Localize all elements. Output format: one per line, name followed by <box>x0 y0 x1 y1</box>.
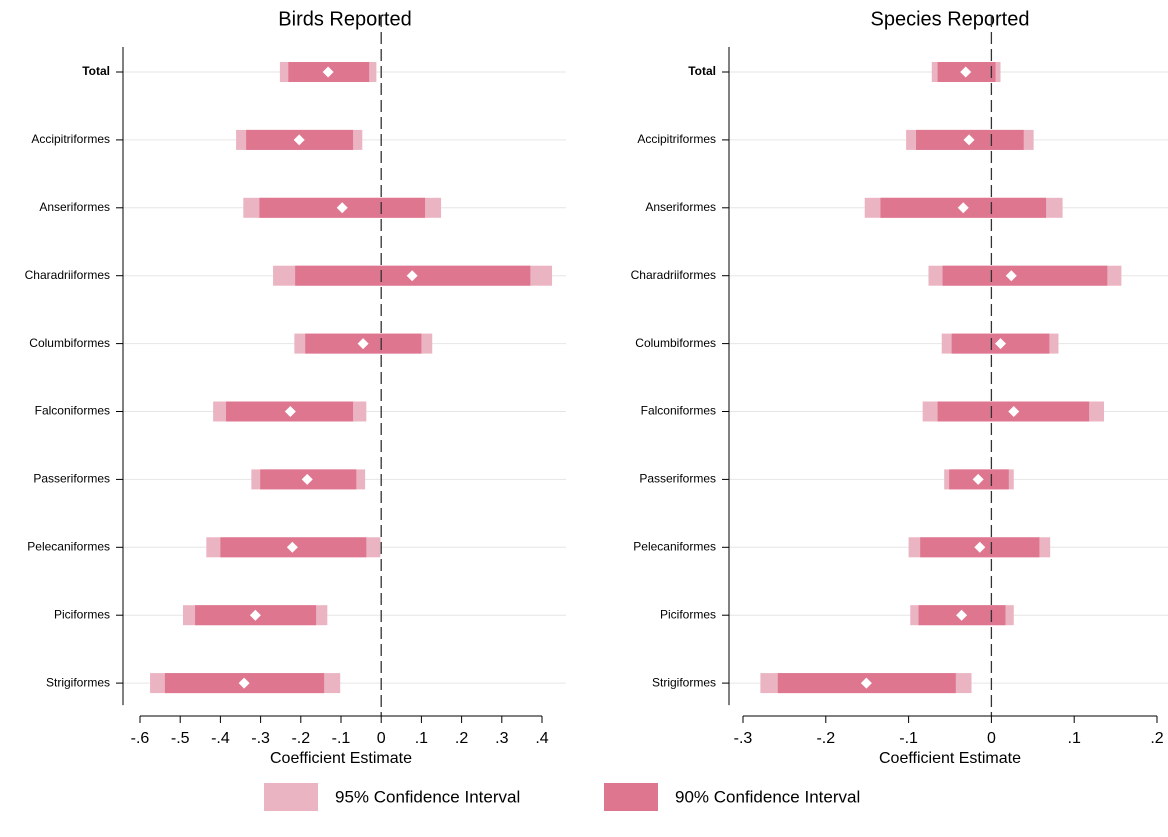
point-estimate <box>406 270 418 282</box>
legend-label: 95% Confidence Interval <box>335 787 520 806</box>
point-estimate <box>1008 406 1020 417</box>
x-tick-label: -.3 <box>251 730 270 747</box>
point-estimate <box>960 66 972 78</box>
x-tick-label: 0 <box>987 730 996 747</box>
y-tick-label: Columbiformes <box>29 336 110 350</box>
point-estimate <box>249 609 261 621</box>
y-tick-label: Anseriformes <box>645 200 716 214</box>
x-tick-label: .1 <box>415 730 428 747</box>
y-tick-label: Passeriformes <box>33 472 110 486</box>
x-tick-label: .3 <box>495 730 508 747</box>
y-tick-label: Columbiformes <box>635 336 716 350</box>
x-tick-label: .4 <box>535 730 548 747</box>
y-tick-label: Charadriiformes <box>25 268 110 282</box>
x-tick-label: .2 <box>1150 730 1163 747</box>
x-tick-label: -.1 <box>332 730 351 747</box>
x-tick-label: -.1 <box>899 730 918 747</box>
y-tick-label: Pelecaniformes <box>633 539 716 553</box>
legend-swatch <box>264 783 318 811</box>
x-axis-label: Coefficient Estimate <box>270 750 412 767</box>
y-tick-label: Strigiformes <box>46 675 110 689</box>
y-tick-label: Piciformes <box>54 607 110 621</box>
legend-label: 90% Confidence Interval <box>675 787 860 806</box>
y-tick-label: Falconiformes <box>35 404 110 418</box>
point-estimate <box>293 134 305 146</box>
y-tick-label: Anseriformes <box>39 200 110 214</box>
point-estimate <box>238 677 250 689</box>
y-tick-label: Total <box>82 64 110 78</box>
point-estimate <box>974 541 986 553</box>
point-estimate <box>284 406 296 417</box>
point-estimate <box>301 473 313 485</box>
x-tick-label: -.2 <box>816 730 835 747</box>
x-tick-label: -.2 <box>291 730 310 747</box>
point-estimate <box>357 338 369 350</box>
y-tick-label: Charadriiformes <box>631 268 716 282</box>
y-tick-label: Strigiformes <box>652 675 716 689</box>
y-tick-label: Falconiformes <box>641 404 716 418</box>
y-tick-label: Passeriformes <box>639 472 716 486</box>
chart-title: Species Reported <box>871 8 1030 30</box>
legend-swatch <box>604 783 658 811</box>
x-tick-label: -.4 <box>211 730 230 747</box>
y-tick-label: Accipitriformes <box>637 132 716 146</box>
x-tick-label: -.5 <box>171 730 190 747</box>
point-estimate <box>1005 270 1017 282</box>
point-estimate <box>995 338 1007 350</box>
point-estimate <box>336 202 348 214</box>
x-tick-label: .1 <box>1068 730 1081 747</box>
y-tick-label: Total <box>688 64 716 78</box>
point-estimate <box>286 541 298 553</box>
point-estimate <box>956 609 968 621</box>
point-estimate <box>963 134 975 146</box>
y-tick-label: Accipitriformes <box>31 132 110 146</box>
point-estimate <box>322 66 334 78</box>
x-tick-label: .2 <box>455 730 468 747</box>
point-estimate <box>972 473 984 485</box>
y-tick-label: Pelecaniformes <box>27 539 110 553</box>
x-tick-label: 0 <box>377 730 386 747</box>
point-estimate <box>860 677 872 689</box>
x-axis-label: Coefficient Estimate <box>879 750 1021 767</box>
x-tick-label: -.3 <box>734 730 753 747</box>
x-tick-label: -.6 <box>131 730 150 747</box>
chart-title: Birds Reported <box>278 8 411 30</box>
confidence-interval <box>942 265 1108 286</box>
y-tick-label: Piciformes <box>660 607 716 621</box>
point-estimate <box>957 202 969 214</box>
